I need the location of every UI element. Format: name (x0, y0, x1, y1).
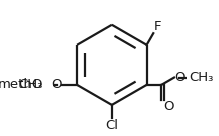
Text: F: F (154, 20, 161, 33)
Text: O: O (51, 78, 62, 91)
Text: O: O (163, 100, 173, 113)
Text: CH₃: CH₃ (19, 78, 43, 91)
Text: CH₃: CH₃ (189, 71, 214, 84)
Text: O: O (174, 71, 185, 84)
Text: methO: methO (0, 78, 43, 91)
Text: Cl: Cl (105, 119, 118, 132)
